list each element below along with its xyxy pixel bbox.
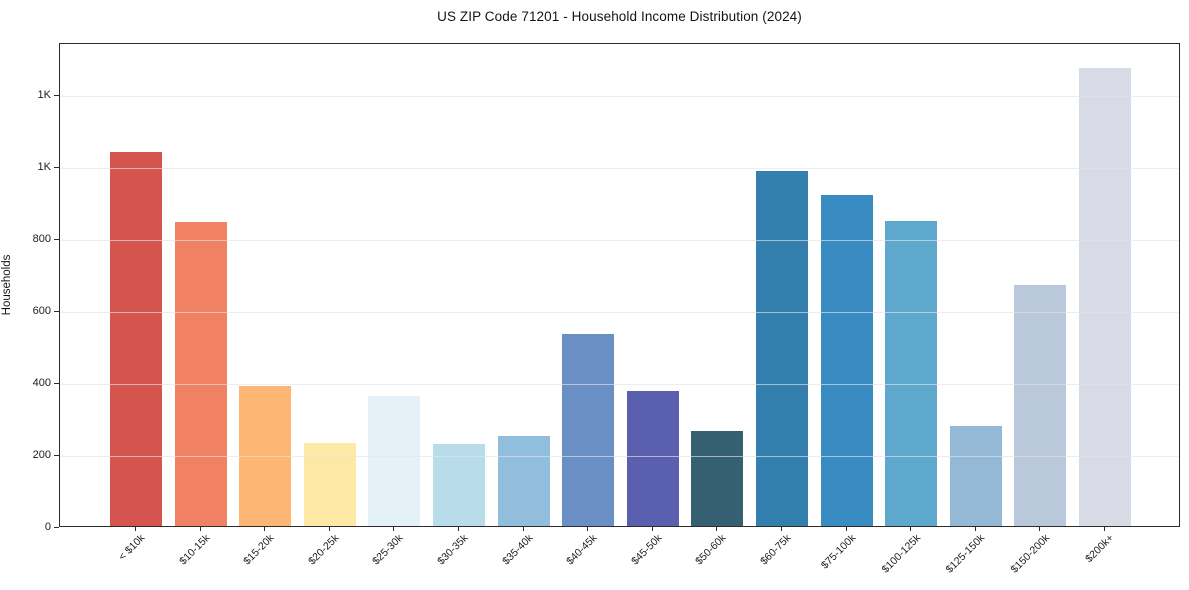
x-tick-mark — [587, 527, 589, 531]
chart-title: US ZIP Code 71201 - Household Income Dis… — [437, 9, 802, 24]
y-tick-label: 800 — [32, 233, 51, 246]
x-tick-mark — [781, 527, 782, 531]
y-tick-label: 1K — [37, 89, 51, 102]
bar — [626, 390, 679, 526]
x-tick-mark — [458, 527, 459, 531]
y-tick-label: 1K — [37, 161, 51, 174]
bar — [691, 430, 744, 526]
x-tick-mark — [651, 527, 653, 531]
x-tick-mark — [716, 527, 718, 531]
gridline — [60, 384, 1179, 386]
bar — [949, 426, 1002, 526]
x-tick-mark — [328, 527, 330, 531]
gridline — [60, 240, 1179, 242]
x-tick-mark — [135, 527, 136, 531]
x-tick-mark — [522, 527, 524, 531]
bar — [368, 395, 421, 526]
y-tick-mark — [54, 311, 59, 313]
bar — [1079, 67, 1131, 526]
y-tick-label: 200 — [32, 449, 51, 461]
y-tick-mark — [54, 239, 59, 241]
bar — [885, 221, 938, 526]
bar — [1014, 284, 1067, 526]
bar — [756, 170, 808, 526]
x-tick-mark — [845, 527, 847, 531]
gridline — [60, 312, 1179, 314]
gridline — [60, 456, 1179, 457]
bar — [562, 333, 615, 526]
y-tick-mark — [54, 527, 59, 528]
y-tick-mark — [54, 455, 59, 456]
y-tick-mark — [54, 383, 59, 385]
y-tick-label: 600 — [32, 305, 51, 318]
x-tick-mark — [199, 527, 201, 531]
bar — [497, 435, 550, 526]
gridline — [60, 96, 1179, 98]
x-tick-mark — [393, 527, 395, 531]
bar — [174, 221, 227, 526]
y-tick-label: 400 — [32, 377, 51, 390]
gridline — [60, 168, 1179, 170]
y-tick-mark — [54, 167, 59, 169]
x-tick-mark — [264, 527, 266, 531]
bar — [433, 444, 485, 526]
y-tick-mark — [54, 95, 59, 97]
x-tick-mark — [910, 527, 912, 531]
x-tick-mark — [1039, 527, 1041, 531]
y-tick-label: 0 — [44, 521, 51, 533]
bar — [820, 194, 873, 526]
bar — [110, 151, 162, 526]
x-tick-mark — [1104, 527, 1105, 531]
x-tick-mark — [974, 527, 976, 531]
plot-area — [59, 43, 1180, 527]
